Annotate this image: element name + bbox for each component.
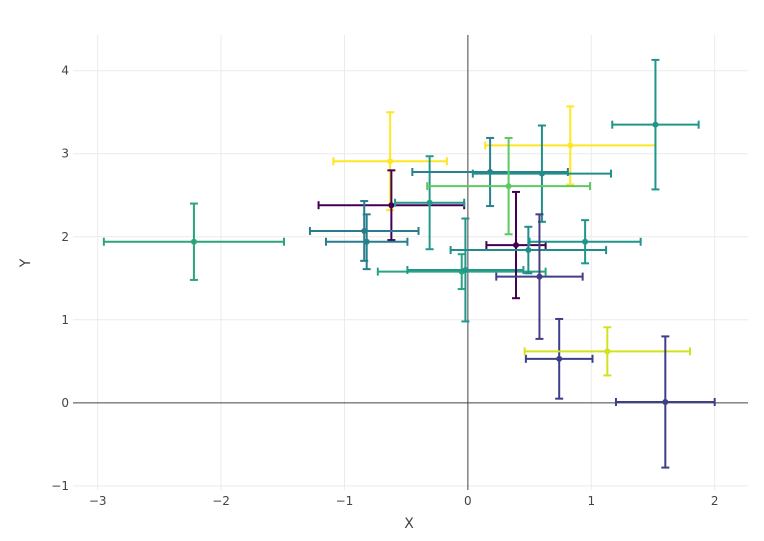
data-layer [102, 58, 716, 469]
x-tick-label: −3 [89, 494, 107, 508]
x-axis-ticks: −3 −2 −1 0 1 2 [89, 494, 719, 508]
y-tick-label: 1 [61, 313, 69, 327]
y-tick-label: −1 [51, 479, 69, 493]
data-point-group [426, 136, 592, 236]
y-tick-label: 2 [61, 230, 69, 244]
data-point-marker [388, 202, 395, 209]
data-point-marker [190, 238, 197, 245]
data-point-group [376, 253, 547, 291]
data-point-marker [462, 266, 469, 273]
x-tick-label: 1 [587, 494, 595, 508]
data-point-marker [652, 121, 659, 128]
x-tick-label: −1 [336, 494, 354, 508]
data-point-group [485, 190, 547, 300]
data-point-marker [363, 238, 370, 245]
data-point-group [484, 105, 657, 186]
data-point-marker [567, 142, 574, 149]
x-tick-label: −2 [212, 494, 230, 508]
data-point-group [611, 58, 700, 191]
data-point-group [102, 202, 286, 281]
y-axis-ticks: −1 0 1 2 3 4 [51, 64, 69, 493]
data-point-group [471, 124, 613, 223]
data-point-group [449, 225, 608, 275]
data-point-group [411, 136, 569, 208]
zero-lines [73, 35, 748, 490]
data-point-marker [662, 398, 669, 405]
y-axis-title: Y [18, 258, 34, 268]
data-point-group [614, 335, 716, 469]
data-point-group [523, 326, 692, 377]
y-tick-label: 0 [61, 396, 69, 410]
data-point-group [495, 213, 584, 340]
data-point-marker [556, 355, 563, 362]
data-point-group [394, 155, 466, 251]
data-point-group [324, 213, 409, 271]
data-point-marker [582, 238, 589, 245]
y-tick-label: 4 [61, 64, 69, 78]
data-point-marker [387, 158, 394, 165]
data-point-marker [536, 273, 543, 280]
x-axis-title: X [404, 516, 414, 532]
data-point-marker [505, 183, 512, 190]
x-tick-label: 2 [711, 494, 719, 508]
data-point-marker [538, 170, 545, 177]
data-point-group [528, 219, 642, 265]
data-point-marker [525, 247, 532, 254]
data-point-group [524, 317, 594, 400]
data-point-group [317, 169, 466, 242]
data-point-marker [513, 242, 520, 249]
grid-layer [73, 35, 748, 490]
data-point-marker [426, 199, 433, 206]
data-point-group [406, 217, 525, 323]
data-point-group [308, 200, 420, 262]
x-tick-label: 0 [464, 494, 472, 508]
data-point-group [332, 111, 448, 212]
y-tick-label: 3 [61, 147, 69, 161]
data-point-marker [604, 348, 611, 355]
